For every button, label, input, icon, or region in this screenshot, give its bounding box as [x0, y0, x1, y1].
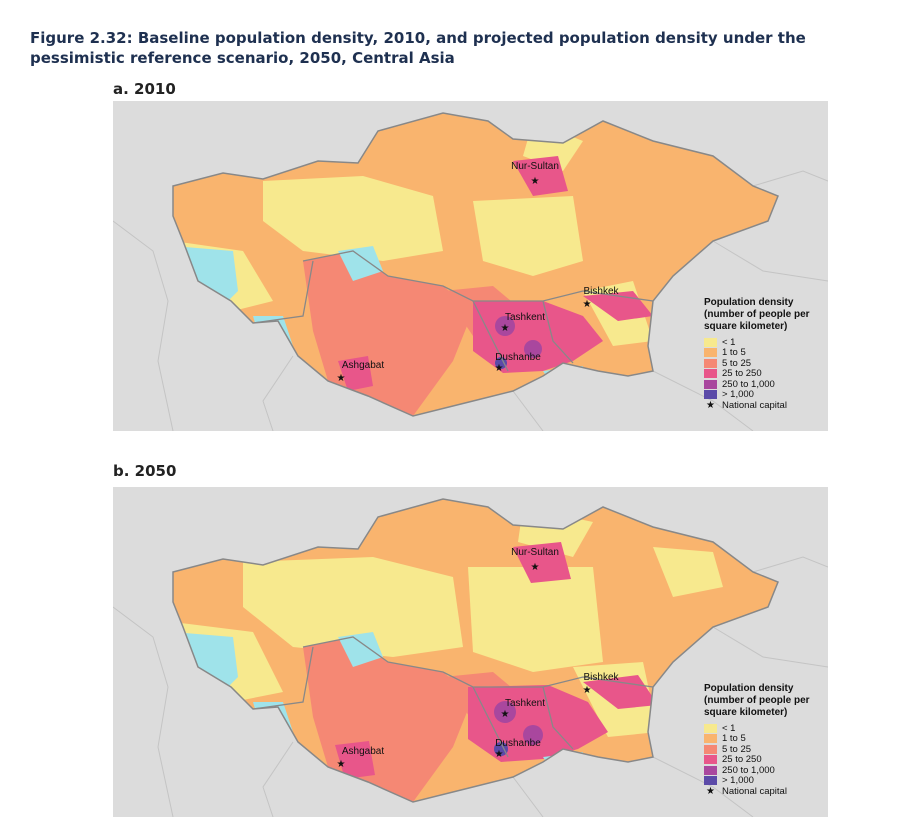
star-icon: ★: [583, 299, 592, 310]
capital-tashkent: ★ Tashkent: [501, 312, 546, 334]
legend-2050: Population density (number of people per…: [704, 683, 826, 797]
star-icon: ★: [337, 759, 346, 770]
city-label: Ashgabat: [342, 746, 384, 757]
legend-swatch: [704, 723, 717, 733]
legend-label: 25 to 250: [722, 754, 762, 766]
map-panel-2010: ★ Nur-Sultan ★ Bishkek ★ Tashkent ★ Dush…: [113, 101, 828, 431]
capital-nur-sultan: ★ Nur-Sultan: [511, 547, 559, 573]
capital-dushanbe: ★ Dushanbe: [495, 738, 542, 760]
star-icon: ★: [583, 685, 592, 696]
legend-label: > 1,000: [722, 775, 754, 787]
legend-label: 250 to 1,000: [722, 378, 775, 390]
city-label: Dushanbe: [495, 738, 541, 749]
capital-tashkent: ★ Tashkent: [501, 698, 546, 720]
capital-bishkek: ★ Bishkek: [583, 286, 620, 310]
map-panel-2050: ★ Nur-Sultan ★ Bishkek ★ Tashkent ★ Dush…: [113, 487, 828, 817]
city-label: Nur-Sultan: [511, 547, 559, 558]
city-label: Ashgabat: [342, 360, 384, 371]
legend-2010: Population density (number of people per…: [704, 297, 826, 411]
city-label: Bishkek: [583, 672, 619, 683]
star-icon: ★: [501, 709, 510, 720]
legend-title: Population density (number of people per…: [704, 297, 810, 332]
legend-label: 5 to 25: [722, 743, 752, 755]
star-icon: ★: [495, 363, 504, 374]
legend-title: Population density (number of people per…: [704, 683, 810, 718]
city-label: Tashkent: [505, 698, 545, 709]
capital-bishkek: ★ Bishkek: [583, 672, 620, 696]
map-2050: ★ Nur-Sultan ★ Bishkek ★ Tashkent ★ Dush…: [113, 498, 828, 817]
capital-dushanbe: ★ Dushanbe: [495, 352, 542, 374]
legend-swatch: [704, 337, 717, 347]
legend-label: 250 to 1,000: [722, 764, 775, 776]
star-icon: ★: [531, 562, 540, 573]
legend-swatch: [704, 379, 717, 389]
legend-label: 1 to 5: [722, 347, 746, 359]
legend-swatch: [704, 369, 717, 379]
star-icon: ★: [337, 373, 346, 384]
panel-label-2050: b. 2050: [113, 462, 177, 480]
panel-label-2010: a. 2010: [113, 80, 176, 98]
capital-ashgabat: ★ Ashgabat: [337, 746, 385, 770]
city-label: Bishkek: [583, 286, 619, 297]
legend-swatch: [704, 390, 717, 400]
star-icon: ★: [501, 323, 510, 334]
star-icon: ★: [706, 785, 715, 797]
legend-label: < 1: [722, 722, 736, 734]
legend-capital-label: National capital: [722, 785, 787, 797]
city-label: Tashkent: [505, 312, 545, 323]
star-icon: ★: [706, 399, 715, 411]
legend-label: 25 to 250: [722, 368, 762, 380]
city-label: Dushanbe: [495, 352, 541, 363]
legend-swatch: [704, 755, 717, 765]
legend-capital-label: National capital: [722, 399, 787, 411]
star-icon: ★: [531, 176, 540, 187]
legend-label: 5 to 25: [722, 357, 752, 369]
map-2010: ★ Nur-Sultan ★ Bishkek ★ Tashkent ★ Dush…: [113, 112, 828, 431]
legend-swatch: [704, 744, 717, 754]
legend-label: > 1,000: [722, 389, 754, 401]
legend-label: 1 to 5: [722, 733, 746, 745]
star-icon: ★: [495, 749, 504, 760]
legend-swatch: [704, 776, 717, 786]
legend-swatch: [704, 358, 717, 368]
figure-title: Figure 2.32: Baseline population density…: [30, 29, 806, 67]
legend-label: < 1: [722, 336, 736, 348]
legend-swatch: [704, 734, 717, 744]
capital-ashgabat: ★ Ashgabat: [337, 360, 385, 384]
legend-swatch: [704, 348, 717, 358]
city-label: Nur-Sultan: [511, 161, 559, 172]
capital-nur-sultan: ★ Nur-Sultan: [511, 161, 559, 187]
legend-swatch: [704, 765, 717, 775]
